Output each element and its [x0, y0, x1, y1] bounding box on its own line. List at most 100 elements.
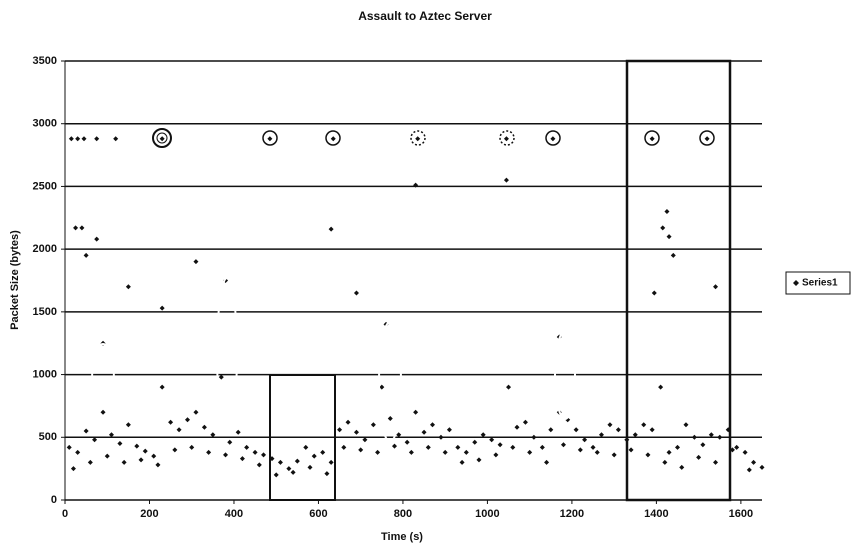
point — [615, 427, 621, 433]
point — [696, 454, 702, 460]
point — [628, 447, 634, 453]
point — [425, 444, 431, 450]
point — [193, 409, 199, 415]
point — [527, 449, 533, 455]
point — [330, 136, 336, 142]
point — [256, 462, 262, 468]
point — [700, 442, 706, 448]
point — [341, 444, 347, 450]
point — [577, 447, 583, 453]
point — [514, 424, 520, 430]
chart-title: Assault to Aztec Server — [358, 9, 492, 23]
point — [75, 136, 81, 142]
point — [210, 432, 216, 438]
point — [590, 444, 596, 450]
x-axis-label: Time (s) — [381, 531, 423, 543]
point — [660, 225, 666, 231]
point — [493, 452, 499, 458]
point — [522, 419, 528, 425]
point — [185, 417, 191, 423]
point — [353, 290, 359, 296]
point — [598, 432, 604, 438]
point — [87, 459, 93, 465]
x-tick-label: 0 — [62, 508, 68, 520]
point — [92, 437, 98, 443]
point — [632, 432, 638, 438]
point — [430, 422, 436, 428]
point — [239, 456, 245, 462]
point — [267, 136, 273, 142]
point — [290, 469, 296, 475]
point — [413, 409, 419, 415]
point — [539, 444, 545, 450]
y-tick-label: 500 — [39, 431, 57, 443]
point — [370, 422, 376, 428]
point — [675, 444, 681, 450]
point — [172, 447, 178, 453]
point — [353, 429, 359, 435]
point — [664, 209, 670, 215]
x-tick-label: 200 — [140, 508, 158, 520]
point — [142, 448, 148, 454]
point — [670, 252, 676, 258]
point — [324, 471, 330, 477]
point — [503, 177, 509, 183]
point — [66, 444, 72, 450]
y-tick-label: 3000 — [33, 118, 57, 130]
point — [759, 464, 765, 470]
point — [442, 449, 448, 455]
point — [311, 453, 317, 459]
point — [480, 432, 486, 438]
y-tick-label: 1500 — [33, 306, 57, 318]
point — [560, 442, 566, 448]
point — [134, 443, 140, 449]
legend-box — [785, 271, 851, 295]
point — [189, 444, 195, 450]
point — [506, 384, 512, 390]
point — [73, 225, 79, 231]
point — [94, 236, 100, 242]
point — [81, 136, 87, 142]
point — [387, 415, 393, 421]
point — [662, 459, 668, 465]
point — [582, 437, 588, 443]
point — [345, 419, 351, 425]
point — [159, 384, 165, 390]
point — [206, 449, 212, 455]
y-axis-label: Packet Size (bytes) — [9, 230, 21, 330]
point — [286, 466, 292, 472]
point — [121, 459, 127, 465]
point — [611, 452, 617, 458]
point — [459, 459, 465, 465]
point — [273, 472, 279, 478]
point — [455, 444, 461, 450]
point — [159, 136, 165, 142]
point — [252, 449, 258, 455]
point — [734, 444, 740, 450]
point — [375, 449, 381, 455]
point — [746, 467, 752, 473]
point — [151, 453, 157, 459]
annotations — [91, 59, 732, 502]
point — [337, 427, 343, 433]
point — [415, 136, 421, 142]
point — [645, 452, 651, 458]
point — [679, 464, 685, 470]
point — [421, 429, 427, 435]
point — [550, 136, 556, 142]
x-tick-label: 400 — [225, 508, 243, 520]
y-tick-label: 2000 — [33, 243, 57, 255]
point — [510, 444, 516, 450]
point — [117, 441, 123, 447]
point — [396, 432, 402, 438]
point — [717, 434, 723, 440]
point — [683, 422, 689, 428]
point — [404, 439, 410, 445]
point — [320, 449, 326, 455]
point — [548, 427, 554, 433]
point — [168, 419, 174, 425]
y-tick-label: 0 — [51, 494, 57, 506]
point — [666, 234, 672, 240]
point — [218, 374, 224, 380]
